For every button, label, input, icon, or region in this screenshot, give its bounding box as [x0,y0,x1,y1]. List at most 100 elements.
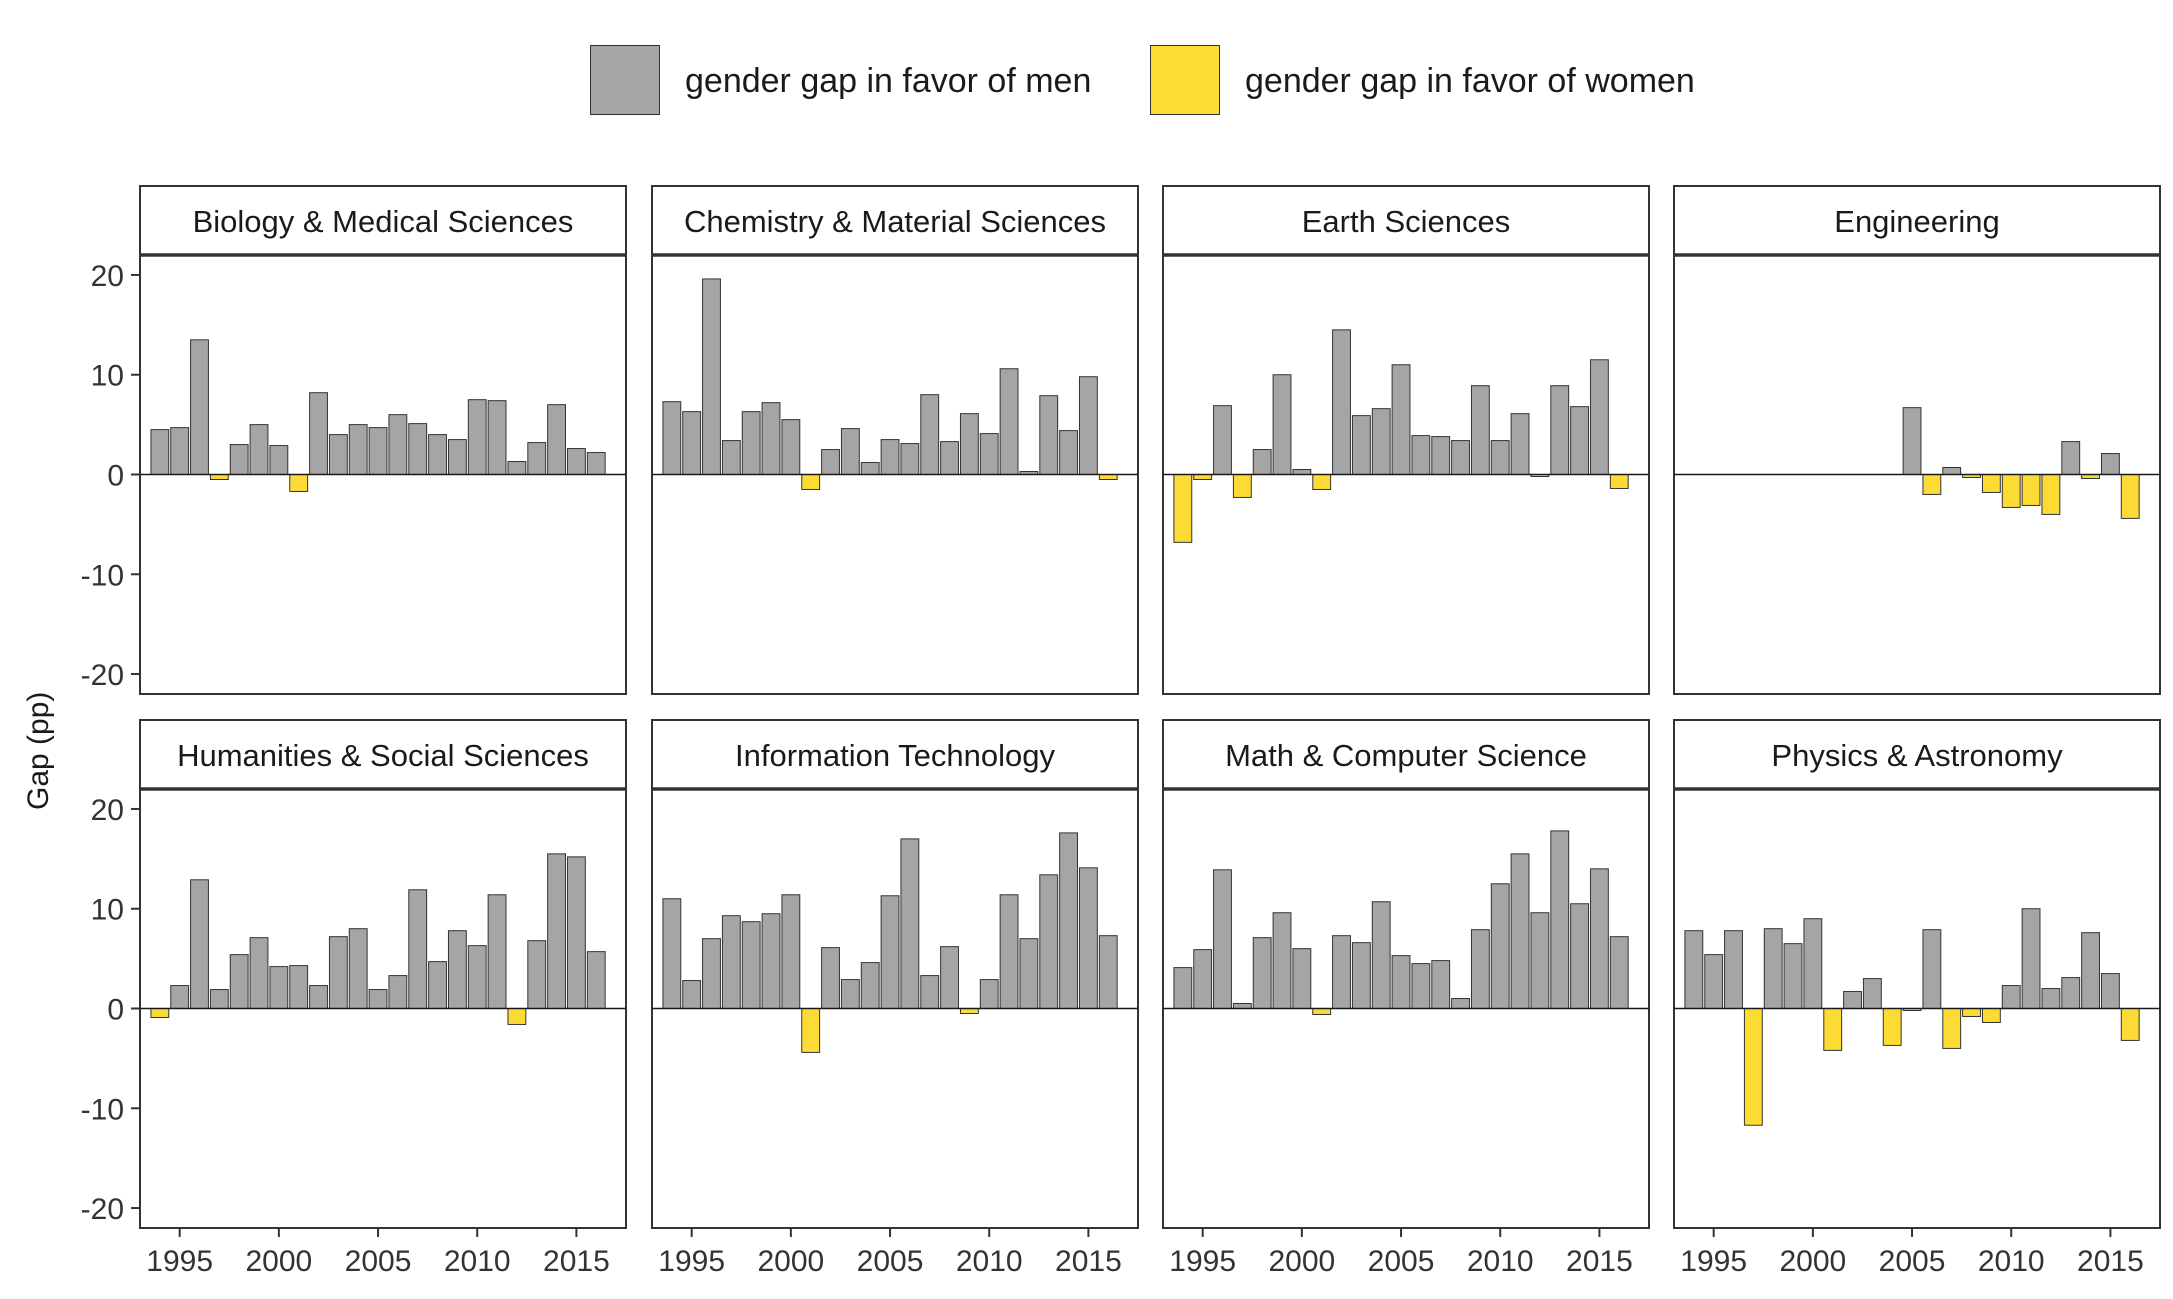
bar [566,448,586,475]
panel-7: Math & Computer Science 1995 2000 2005 2010 2… [1162,719,1650,1278]
bar [348,424,368,475]
panel-2: Chemistry & Material Sciences [651,185,1139,695]
bar [1078,376,1098,475]
bar [940,441,959,476]
bar [507,461,527,475]
bar [940,946,959,1010]
x-tick-label: 2000 [757,1245,824,1278]
bar [229,954,249,1009]
bar [190,339,209,475]
bar [1252,449,1272,475]
bar [586,951,606,1010]
bar [309,985,328,1009]
bar [860,462,880,475]
x-tick-label: 2005 [345,1245,412,1278]
bar [1763,928,1783,1009]
panel-strip [1673,185,2161,256]
bar [487,400,507,476]
legend-swatch-men [590,45,660,115]
bar [1272,912,1292,1009]
bar [682,980,702,1009]
bar [1391,955,1411,1009]
bar [467,945,487,1010]
bar [2100,973,2120,1010]
bar [979,433,999,475]
bar [150,1008,170,1018]
bar [821,947,840,1010]
panel-strip [139,185,627,256]
bar [1059,430,1078,476]
legend: gender gap in favor of men gender gap in… [0,40,2173,120]
bar [801,1008,821,1053]
bar [840,979,860,1010]
panel-title: Physics & Astronomy [1771,738,2063,773]
bar [1942,467,1962,475]
panel-title: Chemistry & Material Sciences [684,204,1106,239]
bar [1743,1008,1763,1126]
bar [1351,415,1371,476]
bar [1470,929,1490,1009]
bar [1411,963,1431,1009]
bar [1173,967,1193,1010]
bar [721,440,741,475]
bar [1981,1008,2001,1023]
bar [1510,853,1530,1009]
panel-strip [1673,719,2161,790]
bar [2041,474,2061,515]
panel-title: Math & Computer Science [1225,738,1587,773]
bar [1098,935,1118,1009]
bar [447,930,467,1009]
bar [2120,1008,2140,1041]
bar [1019,938,1039,1009]
panel-title: Biology & Medical Sciences [193,204,574,239]
bar [368,989,388,1009]
y-tick-label: -10 [81,1093,124,1126]
panel-strip [1162,185,1650,256]
x-tick-label: 1995 [1169,1245,1236,1278]
bar [979,979,999,1010]
x-tick-label: 2015 [1566,1245,1633,1278]
bar [1882,1008,1902,1046]
x-tick-label: 2005 [857,1245,924,1278]
bar [840,428,860,476]
x-tick-label: 2010 [1467,1245,1534,1278]
bar [1312,1008,1332,1015]
y-tick-label: -20 [81,1193,124,1226]
bar [860,962,880,1009]
bar [547,853,566,1009]
bar [1312,474,1332,490]
x-tick-label: 2000 [1779,1245,1846,1278]
bar [328,936,348,1009]
x-tick-label: 2010 [1978,1245,2045,1278]
bar [289,965,309,1009]
bar [1490,883,1510,1010]
bar [428,961,447,1009]
bar [1942,1008,1962,1049]
bar [880,439,900,475]
bar [1039,395,1059,475]
x-tick-label: 2010 [956,1245,1023,1278]
panel-strip [1162,719,1650,790]
x-tick-label: 2000 [245,1245,312,1278]
bar [1193,949,1213,1010]
bar [2021,908,2041,1009]
panel-3: Earth Sciences [1162,185,1650,695]
bar [527,940,547,1010]
bar [1490,440,1510,475]
bar [781,419,801,476]
x-tick-label: 2005 [1368,1245,1435,1278]
bar [1173,474,1193,543]
bar [821,449,840,475]
panel-title: Earth Sciences [1302,204,1511,239]
bar [682,411,702,476]
bar [1803,918,1823,1010]
bar [2120,474,2140,519]
bar [527,442,547,476]
bar [1589,359,1609,476]
bar [249,424,269,475]
bar [170,985,190,1009]
x-tick-label: 2010 [444,1245,511,1278]
bar [1411,435,1431,475]
